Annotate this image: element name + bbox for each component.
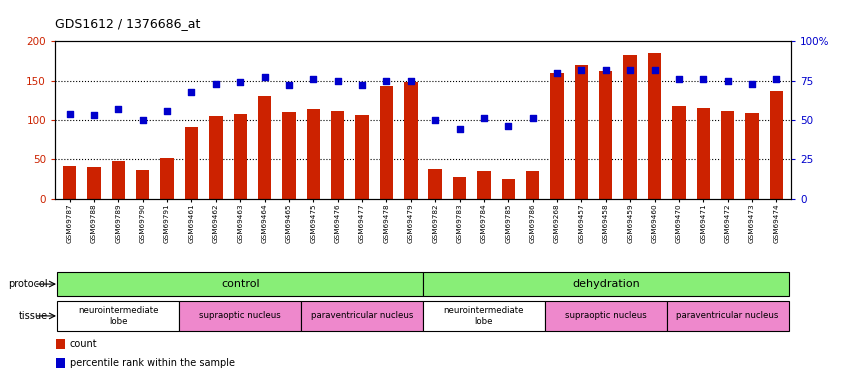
Point [428, 117, 442, 123]
Bar [745, 113, 759, 199]
Bar [306, 109, 320, 199]
Point [63, 111, 76, 117]
Text: neurointermediate
lobe: neurointermediate lobe [78, 306, 158, 326]
Point [502, 123, 515, 129]
Point [550, 70, 563, 76]
Point [233, 79, 247, 85]
Point [696, 76, 710, 82]
Text: dehydration: dehydration [572, 279, 640, 289]
Point [112, 106, 125, 112]
Bar [112, 161, 125, 199]
Bar [599, 71, 613, 199]
Bar [477, 171, 491, 199]
Bar [184, 127, 198, 199]
Point [453, 126, 466, 132]
Text: paraventricular nucleus: paraventricular nucleus [310, 311, 413, 320]
Bar [57, 339, 65, 349]
Point [306, 76, 320, 82]
Text: GDS1612 / 1376686_at: GDS1612 / 1376686_at [55, 17, 201, 30]
Point [87, 112, 101, 118]
Bar [301, 301, 423, 331]
Bar [423, 272, 788, 296]
Text: protocol: protocol [8, 279, 47, 289]
Bar [179, 301, 301, 331]
Bar [502, 179, 515, 199]
Point [672, 76, 685, 82]
Bar [551, 73, 563, 199]
Point [648, 67, 662, 73]
Point [355, 82, 369, 88]
Text: neurointermediate
lobe: neurointermediate lobe [443, 306, 525, 326]
Bar [58, 301, 179, 331]
Bar [721, 111, 734, 199]
Point [599, 67, 613, 73]
Bar [673, 106, 685, 199]
Bar [233, 114, 247, 199]
Bar [428, 169, 442, 199]
Bar [648, 53, 662, 199]
Point [745, 81, 759, 87]
Point [574, 67, 588, 73]
Bar [355, 115, 369, 199]
Bar [161, 158, 173, 199]
Point [184, 88, 198, 94]
Bar [209, 116, 222, 199]
Bar [63, 166, 76, 199]
Point [526, 116, 540, 122]
Text: supraoptic nucleus: supraoptic nucleus [565, 311, 646, 320]
Bar [453, 177, 466, 199]
Bar [770, 91, 783, 199]
Bar [574, 65, 588, 199]
Text: percentile rank within the sample: percentile rank within the sample [69, 358, 234, 368]
Point [136, 117, 150, 123]
Bar [331, 111, 344, 199]
Point [721, 78, 734, 84]
Bar [283, 112, 295, 199]
Point [331, 78, 344, 84]
Text: count: count [69, 339, 97, 349]
Bar [87, 167, 101, 199]
Bar [58, 272, 423, 296]
Point [161, 108, 174, 114]
Bar [545, 301, 667, 331]
Bar [258, 96, 272, 199]
Bar [696, 108, 710, 199]
Point [283, 82, 296, 88]
Bar [136, 170, 150, 199]
Bar [57, 358, 65, 368]
Point [624, 67, 637, 73]
Point [209, 81, 222, 87]
Bar [380, 86, 393, 199]
Text: tissue: tissue [19, 311, 47, 321]
Text: control: control [221, 279, 260, 289]
Point [770, 76, 783, 82]
Text: paraventricular nucleus: paraventricular nucleus [677, 311, 779, 320]
Point [258, 75, 272, 81]
Bar [404, 82, 418, 199]
Point [380, 78, 393, 84]
Text: supraoptic nucleus: supraoptic nucleus [200, 311, 281, 320]
Point [404, 78, 418, 84]
Bar [423, 301, 545, 331]
Bar [667, 301, 788, 331]
Point [477, 116, 491, 122]
Bar [526, 171, 540, 199]
Bar [624, 56, 637, 199]
